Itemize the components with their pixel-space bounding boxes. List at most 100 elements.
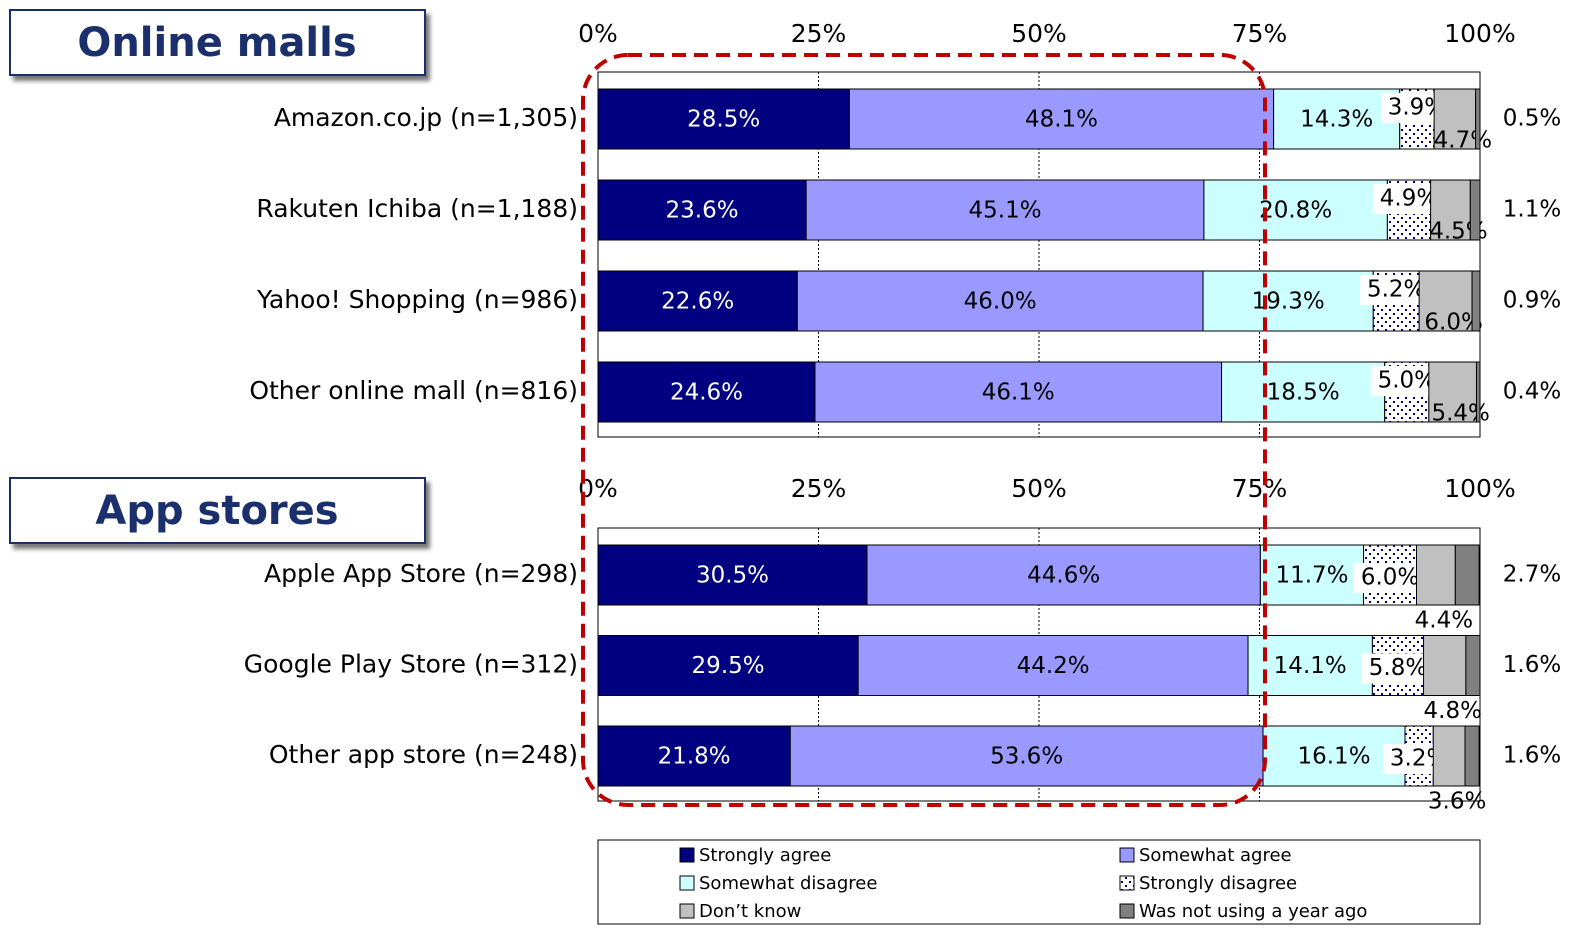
bar-segment [1454, 544, 1480, 606]
label-bg [1354, 563, 1427, 593]
value-label: 46.1% [982, 380, 1055, 406]
bar-segment [866, 544, 1261, 606]
x-tick-label: 50% [1011, 19, 1067, 48]
value-label: 0.9% [1503, 288, 1561, 314]
x-tick-label: 50% [1011, 474, 1067, 503]
value-label: 4.8% [1424, 698, 1482, 724]
x-tick-label: 100% [1444, 19, 1515, 48]
value-label: 1.1% [1503, 197, 1561, 223]
bar-segment [789, 725, 1264, 787]
value-label: 16.1% [1297, 744, 1370, 770]
bar-segment [1475, 88, 1481, 150]
bar-segment [1418, 270, 1473, 332]
bar-segment [1428, 361, 1477, 423]
bar-segment [1469, 179, 1481, 241]
value-label: 14.1% [1274, 653, 1347, 679]
x-tick-label: 25% [791, 474, 847, 503]
bar-segment [1430, 179, 1471, 241]
bar-segment [1471, 270, 1481, 332]
category-label: Yahoo! Shopping (n=986) [256, 285, 578, 314]
bar-segment [1465, 635, 1481, 696]
legend-swatch [1119, 847, 1135, 863]
value-label: 5.8% [1369, 655, 1427, 681]
value-label: 44.6% [1027, 563, 1100, 589]
bar-segment [597, 270, 798, 332]
value-label: 29.5% [692, 653, 765, 679]
value-label: 5.2% [1367, 277, 1425, 303]
bar-segment [1203, 179, 1388, 241]
section-title: Online malls [77, 20, 356, 66]
bar-segment [1475, 361, 1481, 423]
category-label: Other app store (n=248) [269, 740, 578, 769]
bar-segment [1423, 635, 1467, 696]
legend-label: Somewhat agree [1139, 845, 1292, 866]
category-label: Other online mall (n=816) [249, 376, 578, 405]
legend-frame [597, 839, 1481, 925]
x-tick-label: 0% [578, 19, 618, 48]
x-tick-label: 25% [791, 19, 847, 48]
value-label: 4.4% [1415, 608, 1473, 634]
legend-label: Was not using a year ago [1139, 901, 1367, 922]
value-label: 1.6% [1503, 743, 1561, 769]
value-label: 4.7% [1434, 128, 1492, 154]
value-label: 24.6% [670, 380, 743, 406]
x-tick-label: 75% [1232, 474, 1288, 503]
bar-segment [1202, 270, 1374, 332]
section-box [9, 477, 426, 544]
value-label: 45.1% [969, 198, 1042, 224]
value-label: 18.5% [1267, 380, 1340, 406]
value-label: 23.6% [666, 198, 739, 224]
bar-segment [805, 179, 1205, 241]
bar-segment [1432, 725, 1466, 787]
legend-label: Strongly agree [699, 845, 831, 866]
value-label: 2.7% [1503, 562, 1561, 588]
bar-segment [597, 88, 850, 150]
value-label: 48.1% [1025, 107, 1098, 133]
value-label: 0.4% [1503, 379, 1561, 405]
legend-label: Somewhat disagree [699, 873, 877, 894]
legend-label: Strongly disagree [1139, 873, 1297, 894]
legend-swatch [679, 875, 695, 891]
bar-segment [1259, 544, 1365, 606]
value-label: 0.5% [1503, 106, 1561, 132]
category-label: Rakuten Ichiba (n=1,188) [256, 194, 578, 223]
bar-segment [796, 270, 1204, 332]
bar-segment [848, 88, 1275, 150]
section-box [9, 9, 426, 76]
value-label: 3.6% [1428, 789, 1486, 815]
category-label: Google Play Store (n=312) [244, 650, 578, 679]
value-label: 20.8% [1259, 198, 1332, 224]
legend-swatch [679, 847, 695, 863]
legend-label: Don’t know [699, 901, 801, 922]
highlight-outline [581, 53, 1267, 807]
label-bg [1361, 653, 1434, 684]
section-title: App stores [95, 488, 338, 534]
value-label: 19.3% [1252, 289, 1325, 315]
category-label: Apple App Store (n=298) [264, 559, 578, 588]
bar-segment [597, 361, 816, 423]
legend-swatch [679, 903, 695, 919]
value-label: 28.5% [687, 107, 760, 133]
bar-segment [857, 635, 1249, 696]
value-label: 46.0% [964, 289, 1037, 315]
bar-segment [597, 725, 791, 787]
bar-segment [597, 544, 868, 606]
value-label: 11.7% [1275, 563, 1348, 589]
value-label: 6.0% [1361, 565, 1419, 591]
category-label: Amazon.co.jp (n=1,305) [274, 103, 578, 132]
bar-segment [1221, 361, 1386, 423]
value-label: 44.2% [1017, 653, 1090, 679]
bar-segment [1273, 88, 1401, 150]
value-label: 21.8% [658, 744, 731, 770]
value-label: 14.3% [1300, 107, 1373, 133]
value-label: 22.6% [661, 289, 734, 315]
value-label: 1.6% [1503, 652, 1561, 678]
value-label: 53.6% [990, 744, 1063, 770]
x-tick-label: 75% [1232, 19, 1288, 48]
bar-segment [1464, 725, 1480, 787]
x-tick-label: 100% [1444, 474, 1515, 503]
value-label: 5.0% [1378, 368, 1436, 394]
value-label: 4.9% [1380, 186, 1438, 212]
bar-segment [814, 361, 1223, 423]
